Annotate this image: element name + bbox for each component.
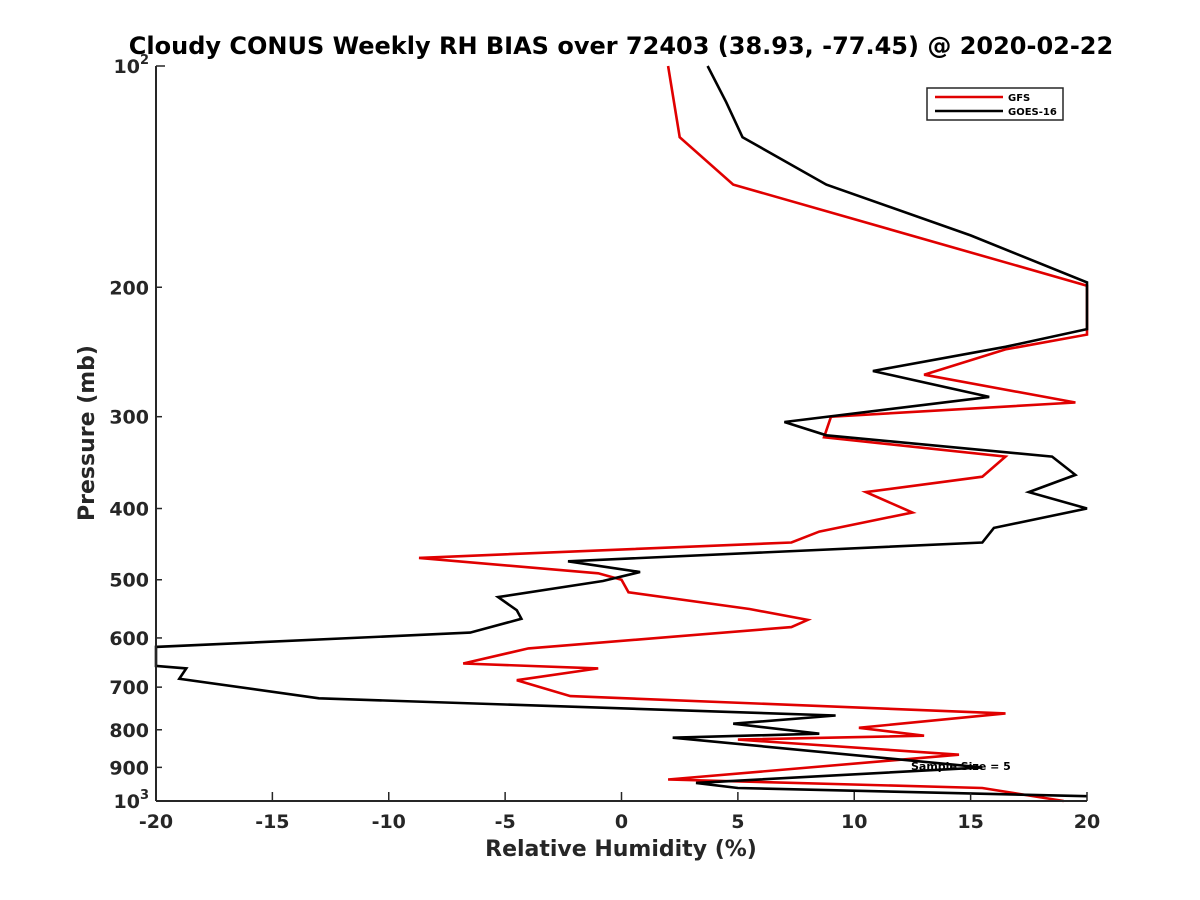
x-tick-label: -15 <box>255 811 289 833</box>
y-tick-label: 200 <box>109 277 149 299</box>
legend-label-gfs: GFS <box>1008 93 1030 104</box>
x-ticks: -20 -15 -10 -5 0 5 10 15 20 <box>139 792 1100 833</box>
y-tick-label: 500 <box>109 570 149 592</box>
x-tick-label: 15 <box>957 811 983 833</box>
x-axis-label: Relative Humidity (%) <box>485 837 757 862</box>
legend: GFS GOES-16 <box>926 87 1064 121</box>
y-ticks: 102 200 300 400 500 600 700 800 900 103 <box>109 53 165 813</box>
series-line-gfs <box>418 65 1089 803</box>
chart-title: Cloudy CONUS Weekly RH BIAS over 72403 (… <box>129 32 1113 60</box>
x-tick-label: 20 <box>1074 811 1100 833</box>
series-layer <box>154 65 1089 803</box>
x-tick-label: 10 <box>841 811 867 833</box>
series-line-goes-16 <box>154 65 1089 798</box>
x-tick-label: 0 <box>615 811 628 833</box>
y-axis-label: Pressure (mb) <box>75 345 100 521</box>
y-tick-label: 800 <box>109 720 149 742</box>
sample-size-annotation: Sample Size = 5 <box>911 760 1011 773</box>
y-tick-label: 300 <box>109 407 149 429</box>
y-tick-label: 700 <box>109 677 149 699</box>
y-tick-label: 103 <box>114 788 150 813</box>
legend-box <box>926 87 1064 121</box>
y-tick-label: 900 <box>109 757 149 779</box>
legend-label-goes16: GOES-16 <box>1008 107 1057 118</box>
x-tick-label: 5 <box>731 811 744 833</box>
y-tick-label: 600 <box>109 628 149 650</box>
y-tick-label: 400 <box>109 499 149 521</box>
x-tick-label: -5 <box>495 811 516 833</box>
x-tick-label: -20 <box>139 811 173 833</box>
y-tick-label: 102 <box>114 53 150 78</box>
x-tick-label: -10 <box>372 811 406 833</box>
